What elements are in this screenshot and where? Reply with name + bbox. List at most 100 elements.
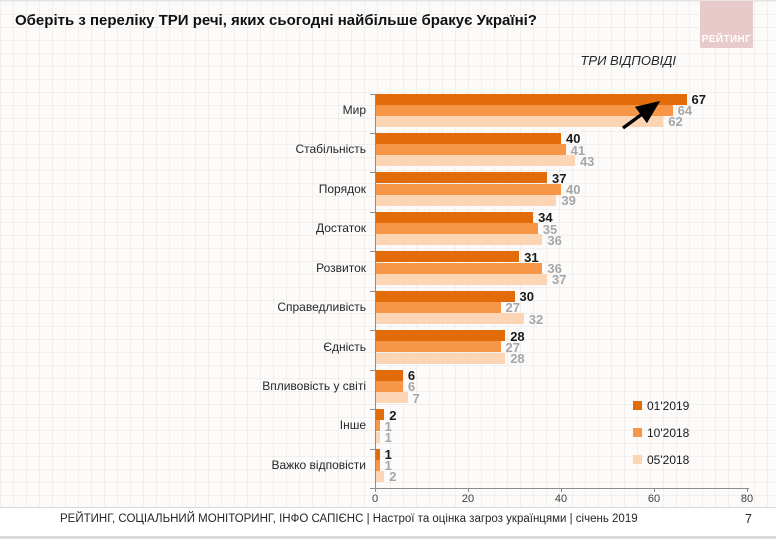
bar-segment: [375, 155, 575, 167]
category-label: Розвиток: [316, 260, 366, 275]
bar-segment: [375, 392, 408, 404]
bar-segment: [375, 409, 385, 421]
bar-segment: [375, 420, 380, 432]
bar-segment: [375, 104, 673, 116]
legend-swatch: [633, 455, 642, 464]
bar-segment: [375, 352, 506, 364]
page-number: 7: [745, 512, 752, 526]
value-label: 30: [519, 289, 534, 305]
category-label: Стабільність: [295, 142, 366, 157]
x-axis-tick-label: 20: [461, 493, 475, 505]
bar-segment: [375, 115, 664, 127]
y-axis-tick: [370, 488, 375, 489]
category-label: Інше: [339, 418, 366, 433]
value-label: 62: [668, 114, 683, 130]
category-label: Достаток: [316, 221, 366, 236]
chart-subtitle: ТРИ ВІДПОВІДІ: [580, 53, 676, 68]
value-label: 28: [510, 351, 525, 367]
bar-segment: [375, 341, 501, 353]
y-axis-tick: [370, 93, 375, 95]
bar-segment: [375, 313, 524, 325]
legend-item: 05'2018: [633, 453, 703, 467]
value-label: 31: [524, 249, 539, 265]
value-label: 43: [579, 153, 595, 169]
legend-swatch: [633, 428, 642, 437]
value-label: 36: [547, 232, 562, 248]
legend-item: 10'2018: [633, 426, 703, 440]
legend-label: 10'2018: [647, 426, 690, 440]
y-axis-tick: [370, 132, 375, 134]
bar-segment: [375, 290, 515, 302]
bar-segment: [375, 172, 548, 184]
value-label: 67: [691, 92, 707, 107]
category-label: Впливовість у світі: [262, 378, 366, 393]
bar-segment: [375, 470, 385, 482]
bar-segment: [375, 93, 687, 105]
bar-segment: [375, 448, 380, 460]
legend-swatch: [633, 401, 642, 410]
y-axis-tick: [370, 290, 375, 292]
value-label: 6: [407, 379, 416, 395]
slide-title: Оберіть з переліку ТРИ речі, яких сьогод…: [15, 12, 537, 29]
x-axis-tick: [468, 488, 469, 492]
rating-logo-text: РЕЙТИНГ: [701, 34, 752, 45]
bar-segment: [375, 301, 501, 313]
value-label: 40: [566, 182, 581, 198]
y-axis-tick: [370, 330, 375, 332]
bar-segment: [375, 262, 543, 274]
bar-segment: [375, 431, 380, 443]
value-label: 27: [505, 300, 521, 316]
bar-segment: [375, 211, 534, 223]
value-label: 36: [547, 261, 562, 276]
bar-segment: [375, 234, 543, 246]
source-footer: РЕЙТИНГ, СОЦІАЛЬНИЙ МОНІТОРИНГ, ІНФО САП…: [60, 513, 638, 525]
category-label: Мир: [342, 102, 366, 117]
category-label: Порядок: [318, 181, 366, 196]
value-label: 34: [538, 210, 553, 226]
legend-item: 01'2019: [633, 399, 703, 413]
y-axis-tick: [370, 448, 375, 450]
value-label: 37: [552, 272, 567, 288]
value-label: 40: [566, 131, 581, 147]
x-axis-tick: [375, 488, 376, 492]
x-axis-tick: [561, 488, 562, 492]
rating-logo: РЕЙТИНГ: [700, 1, 753, 48]
category-label: Справедливість: [277, 300, 366, 315]
bar-segment: [375, 380, 403, 392]
value-label: 27: [505, 339, 521, 355]
bar-segment: [375, 194, 557, 206]
bar-chart: Мир 67 64 62 Стабільність 40 41 43 Порядок 37 40 39…: [0, 1, 776, 507]
y-axis-tick: [370, 409, 375, 411]
legend-label: 01'2019: [647, 399, 690, 413]
value-label: 1: [384, 418, 392, 434]
bar-segment: [375, 273, 548, 285]
y-axis-tick: [370, 211, 375, 213]
bar-segment: [375, 330, 506, 342]
y-axis-tick: [370, 251, 375, 253]
bar-segment: [375, 251, 520, 263]
bar-segment: [375, 459, 380, 471]
value-label: 35: [542, 221, 558, 237]
value-label: 41: [570, 142, 586, 158]
value-label: 39: [561, 193, 576, 209]
value-label: 7: [412, 390, 420, 406]
category-label: Єдність: [323, 339, 366, 354]
bar-segment: [375, 144, 566, 156]
x-axis-tick: [747, 488, 748, 492]
value-label: 1: [384, 430, 392, 445]
y-axis-line: [374, 93, 376, 488]
bar-segment: [375, 223, 538, 235]
y-axis-tick: [370, 369, 375, 371]
bar-segment: [375, 132, 561, 144]
x-axis-tick-label: 40: [554, 493, 568, 505]
y-axis-tick: [370, 172, 375, 174]
x-axis-tick: [654, 488, 655, 492]
x-axis-tick-label: 60: [647, 493, 661, 505]
value-label: 2: [389, 469, 397, 485]
x-axis-tick-label: 0: [371, 493, 379, 505]
value-label: 2: [389, 407, 397, 423]
value-label: 28: [510, 328, 525, 344]
x-axis-tick-label: 80: [740, 493, 754, 505]
value-label: 32: [528, 311, 544, 327]
